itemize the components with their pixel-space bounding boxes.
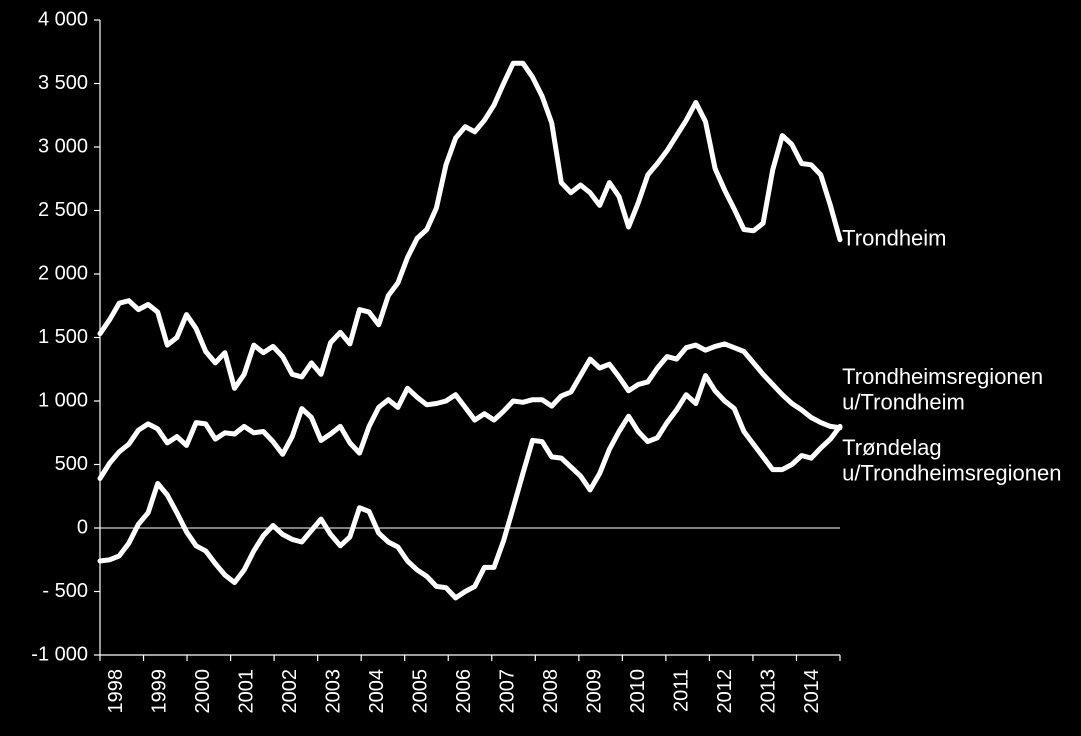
x-tick-label: 2009 bbox=[584, 669, 606, 714]
line-chart: -1 000 - 500 0 500 1 000 1 500 2 000 2 500 3 000… bbox=[0, 0, 1081, 736]
y-tick-label: -1 000 bbox=[31, 643, 88, 665]
x-tick-label: 2014 bbox=[801, 669, 823, 714]
x-tick-label: 2007 bbox=[497, 669, 519, 714]
x-tick-label: 2002 bbox=[279, 669, 301, 714]
series-label: u/Trondheimsregionen bbox=[842, 460, 1061, 485]
x-tick-label: 2004 bbox=[366, 669, 388, 714]
series-label: Trøndelag bbox=[842, 435, 941, 460]
y-tick-label: 0 bbox=[77, 516, 88, 538]
series-label: Trondheim bbox=[842, 226, 946, 251]
y-tick-label: 3 500 bbox=[38, 72, 88, 94]
y-tick-label: 4 000 bbox=[38, 8, 88, 30]
y-tick-label: 2 500 bbox=[38, 199, 88, 221]
x-tick-label: 2011 bbox=[671, 669, 693, 712]
x-tick-label: 2010 bbox=[627, 669, 649, 714]
x-tick-label: 2005 bbox=[409, 669, 431, 714]
y-tick-label: 2 000 bbox=[38, 262, 88, 284]
y-tick-label: 3 000 bbox=[38, 135, 88, 157]
x-tick-label: 2003 bbox=[322, 669, 344, 714]
y-tick-label: 1 500 bbox=[38, 326, 88, 348]
series-label: Trondheimsregionen bbox=[842, 364, 1043, 389]
x-tick-label: 2006 bbox=[453, 669, 475, 714]
x-tick-label: 2013 bbox=[758, 669, 780, 714]
x-tick-label: 2001 bbox=[235, 669, 257, 714]
y-tick-label: 500 bbox=[55, 453, 88, 475]
x-tick-label: 2012 bbox=[714, 669, 736, 714]
series-label: u/Trondheim bbox=[842, 389, 965, 414]
y-tick-label: - 500 bbox=[42, 580, 88, 602]
x-tick-label: 1999 bbox=[148, 669, 170, 714]
y-tick-label: 1 000 bbox=[38, 389, 88, 411]
x-tick-label: 2008 bbox=[540, 669, 562, 714]
x-tick-label: 2000 bbox=[192, 669, 214, 714]
x-tick-label: 1998 bbox=[105, 669, 127, 714]
